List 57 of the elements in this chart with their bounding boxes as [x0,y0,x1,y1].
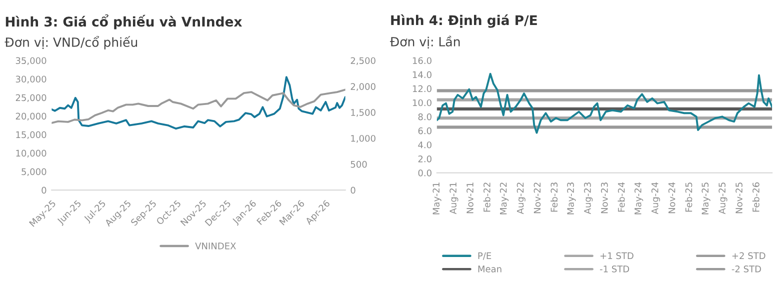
y2-tick-label: 1,500 [351,109,376,117]
x-tick-label: May-25 [702,182,710,214]
y-tick-label: 6.0 [418,127,432,134]
x-tick-label: Aug-24 [651,182,660,214]
legend-label: VNINDEX [195,242,236,250]
x-tick-label: Feb-26 [752,182,760,212]
y-tick-label: 5,000 [22,168,46,176]
x-tick-label: Aug-25 [718,182,728,214]
legend-label: +2 STD [732,252,766,260]
line-series [436,72,772,134]
y-tick-label: 20,000 [16,112,46,120]
y2-tick-label: 0 [350,186,356,194]
x-tick-label: May-22 [500,182,508,214]
y-tick-label: 35,000 [16,57,46,65]
chart-title: Hình 4: Định giá P/E [391,14,537,28]
y2-tick-label: 2,000 [350,83,376,91]
x-tick-label: Feb-22 [483,182,490,212]
y-tick-label: 30,000 [16,76,46,84]
line-series [52,88,346,124]
x-tick-label: Nov-23 [601,182,608,214]
y-tick-label: 25,000 [16,94,46,102]
y2-tick-label: 1,000 [351,134,376,143]
x-tick-label: Aug-22 [516,182,526,214]
x-tick-label: Nov-21 [466,182,474,214]
x-tick-label: Nov-24 [668,182,676,214]
y-tick-label: 0.0 [418,170,432,176]
x-tick-label: May-24 [634,182,644,214]
y-tick-label: 8.0 [418,113,432,120]
y-tick-label: 4.0 [418,141,432,148]
legend-label: +1 STD [600,252,634,260]
legend-label: -2 STD [732,266,761,272]
chart-title: Hình 3: Giá cổ phiếu và VnIndex [6,14,242,30]
y-tick-label: 14.0 [412,71,432,78]
chart-subtitle: Đơn vị: VND/cổ phiếu [4,36,138,50]
y2-tick-label: 500 [350,160,367,168]
x-tick-label: Feb-25 [685,182,692,212]
legend-label: -1 STD [600,266,630,272]
y2-tick-label: 2,500 [350,57,376,65]
x-tick-label: Nov-25 [736,182,742,214]
legend-label: P/E [478,252,492,260]
legend-label: Mean [478,266,502,272]
x-tick-label: Aug-21 [450,182,458,214]
y-tick-label: 10.0 [412,99,432,106]
x-tick-label: May-21 [432,182,442,214]
x-tick-label: May-23 [567,182,576,214]
x-tick-label: Aug-23 [584,182,593,214]
x-tick-label: Nov-22 [534,182,541,214]
y-tick-label: 12.0 [412,85,432,92]
chart-subtitle: Đơn vị: Lần [390,36,460,49]
x-tick-label: Feb-23 [550,182,558,212]
y-tick-label: 2.0 [418,155,432,162]
y-tick-label: 15,000 [16,131,46,140]
y-tick-label: 10,000 [16,150,46,158]
x-tick-label: Feb-24 [618,182,625,212]
y-tick-label: 0 [42,186,46,194]
line-series [52,76,346,130]
y-tick-label: 16.0 [412,57,432,64]
